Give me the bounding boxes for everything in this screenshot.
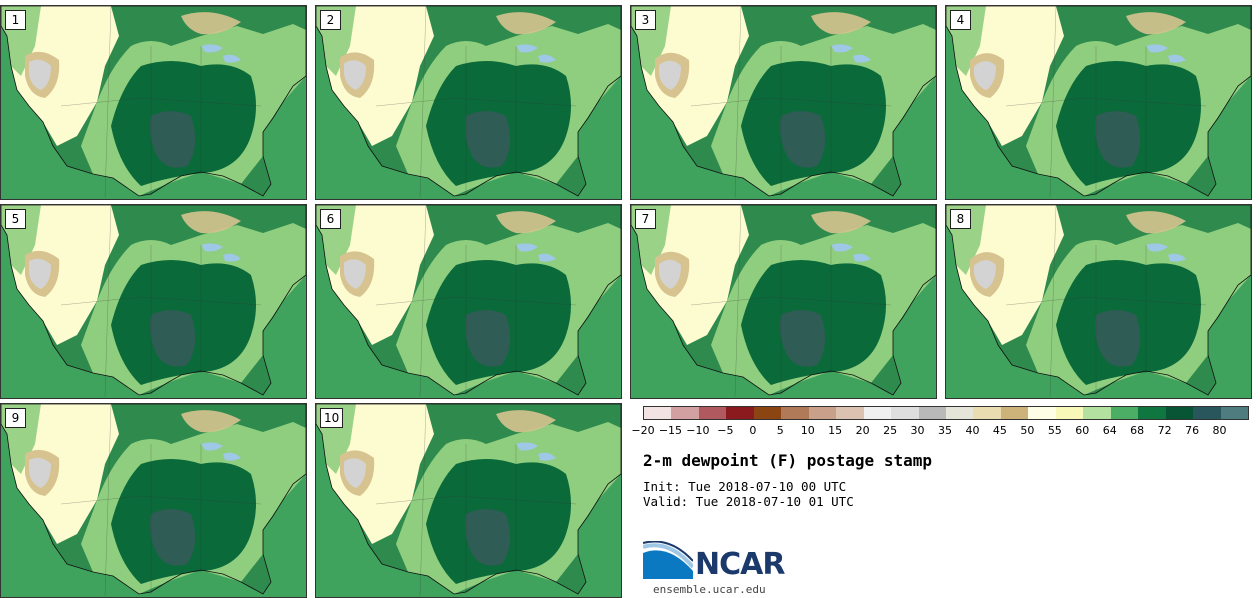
stamp-panel-6[interactable]: 6 [315, 204, 622, 399]
colorbar-tick: 40 [965, 424, 980, 437]
colorbar-tick-labels: −20 −15 −10 −5 0 5 10 15 20 25 30 35 40 45 50 55 60 64 68 7… [631, 424, 1253, 438]
colorbar-swatch [726, 407, 754, 419]
stamp-number: 9 [5, 408, 26, 428]
colorbar-swatch [808, 407, 837, 419]
colorbar-swatch [863, 407, 892, 419]
colorbar-swatch [1000, 407, 1029, 419]
colorbar-swatch [753, 407, 782, 419]
dewpoint-map [946, 205, 1251, 398]
colorbar-tick: 20 [855, 424, 870, 437]
stamp-number: 1 [5, 10, 26, 30]
colorbar-tick: 0 [749, 424, 757, 437]
stamp-panel-8[interactable]: 8 [945, 204, 1252, 399]
colorbar-swatch [644, 407, 672, 419]
dewpoint-map [316, 6, 621, 199]
dewpoint-map [946, 6, 1251, 199]
colorbar-tick: 60 [1075, 424, 1090, 437]
colorbar-tick: 10 [800, 424, 815, 437]
init-time: Init: Tue 2018-07-10 00 UTC [643, 479, 847, 494]
stamp-panel-4[interactable]: 4 [945, 5, 1252, 200]
stamp-number: 7 [635, 209, 656, 229]
colorbar-tick: 55 [1047, 424, 1062, 437]
dewpoint-map [1, 404, 306, 597]
stamp-number: 6 [320, 209, 341, 229]
dewpoint-map [1, 205, 306, 398]
stamp-number: 2 [320, 10, 341, 30]
logo-text: NCAR [695, 547, 785, 582]
colorbar-swatch [1055, 407, 1084, 419]
colorbar-tick: 80 [1212, 424, 1227, 437]
colorbar-tick: −20 [631, 424, 655, 437]
dewpoint-map [631, 205, 936, 398]
colorbar-tick: 5 [776, 424, 784, 437]
stamp-number: 8 [950, 209, 971, 229]
colorbar-swatch [973, 407, 1001, 419]
colorbar-tick: 25 [883, 424, 898, 437]
stamp-panel-7[interactable]: 7 [630, 204, 937, 399]
colorbar-swatch [671, 407, 699, 419]
colorbar-swatch [1138, 407, 1166, 419]
dewpoint-map [631, 6, 936, 199]
colorbar [643, 406, 1249, 420]
stamp-number: 3 [635, 10, 656, 30]
plot-title: 2-m dewpoint (F) postage stamp [643, 451, 932, 470]
colorbar-tick: 30 [910, 424, 925, 437]
colorbar-tick: 76 [1185, 424, 1200, 437]
colorbar-swatch [836, 407, 864, 419]
ncar-logo[interactable]: NCAR [642, 540, 793, 582]
colorbar-swatch [1220, 407, 1248, 419]
colorbar-tick: 72 [1157, 424, 1172, 437]
colorbar-swatch [1110, 407, 1139, 419]
stamp-panel-1[interactable]: 1 [0, 5, 307, 200]
colorbar-swatch [1165, 407, 1194, 419]
colorbar-tick: −15 [658, 424, 683, 437]
colorbar-tick: 15 [828, 424, 843, 437]
stamp-panel-5[interactable]: 5 [0, 204, 307, 399]
colorbar-swatch [1083, 407, 1111, 419]
dewpoint-map [316, 404, 621, 597]
colorbar-tick: −5 [717, 424, 734, 437]
dewpoint-map [316, 205, 621, 398]
stamp-panel-10[interactable]: 10 [315, 403, 622, 598]
colorbar-swatch [698, 407, 727, 419]
colorbar-tick: 68 [1130, 424, 1145, 437]
stamp-number: 5 [5, 209, 26, 229]
site-url[interactable]: ensemble.ucar.edu [653, 583, 766, 596]
dewpoint-map [1, 6, 306, 199]
stamp-number: 10 [320, 408, 344, 428]
colorbar-tick: 45 [992, 424, 1007, 437]
colorbar-swatch [1028, 407, 1056, 419]
colorbar-tick: −10 [686, 424, 710, 437]
colorbar-swatch [781, 407, 809, 419]
valid-time: Valid: Tue 2018-07-10 01 UTC [643, 494, 854, 509]
ncar-swoosh-icon [642, 540, 695, 579]
stamp-panel-9[interactable]: 9 [0, 403, 307, 598]
stamp-panel-2[interactable]: 2 [315, 5, 622, 200]
colorbar-swatch [891, 407, 919, 419]
stamp-number: 4 [950, 10, 971, 30]
colorbar-swatch [1193, 407, 1221, 419]
colorbar-swatch [945, 407, 974, 419]
stamp-panel-3[interactable]: 3 [630, 5, 937, 200]
colorbar-tick: 50 [1020, 424, 1035, 437]
colorbar-tick: 64 [1102, 424, 1117, 437]
colorbar-tick: 35 [938, 424, 952, 437]
colorbar-swatch [918, 407, 946, 419]
